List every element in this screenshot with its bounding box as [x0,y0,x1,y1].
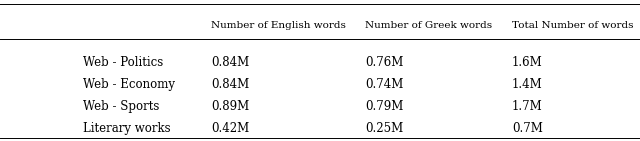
Text: Web - Sports: Web - Sports [83,100,159,113]
Text: 0.76M: 0.76M [365,56,403,69]
Text: 0.79M: 0.79M [365,100,403,113]
Text: Web - Politics: Web - Politics [83,56,163,69]
Text: Number of Greek words: Number of Greek words [365,21,492,30]
Text: 1.4M: 1.4M [512,78,543,91]
Text: 1.7M: 1.7M [512,100,543,113]
Text: 1.6M: 1.6M [512,56,543,69]
Text: 0.89M: 0.89M [211,100,250,113]
Text: 0.74M: 0.74M [365,78,403,91]
Text: Number of English words: Number of English words [211,21,346,30]
Text: 0.84M: 0.84M [211,56,250,69]
Text: 0.7M: 0.7M [512,122,543,135]
Text: Total Number of words: Total Number of words [512,21,634,30]
Text: Literary works: Literary works [83,122,171,135]
Text: 0.84M: 0.84M [211,78,250,91]
Text: Web - Economy: Web - Economy [83,78,175,91]
Text: 0.42M: 0.42M [211,122,250,135]
Text: 0.25M: 0.25M [365,122,403,135]
